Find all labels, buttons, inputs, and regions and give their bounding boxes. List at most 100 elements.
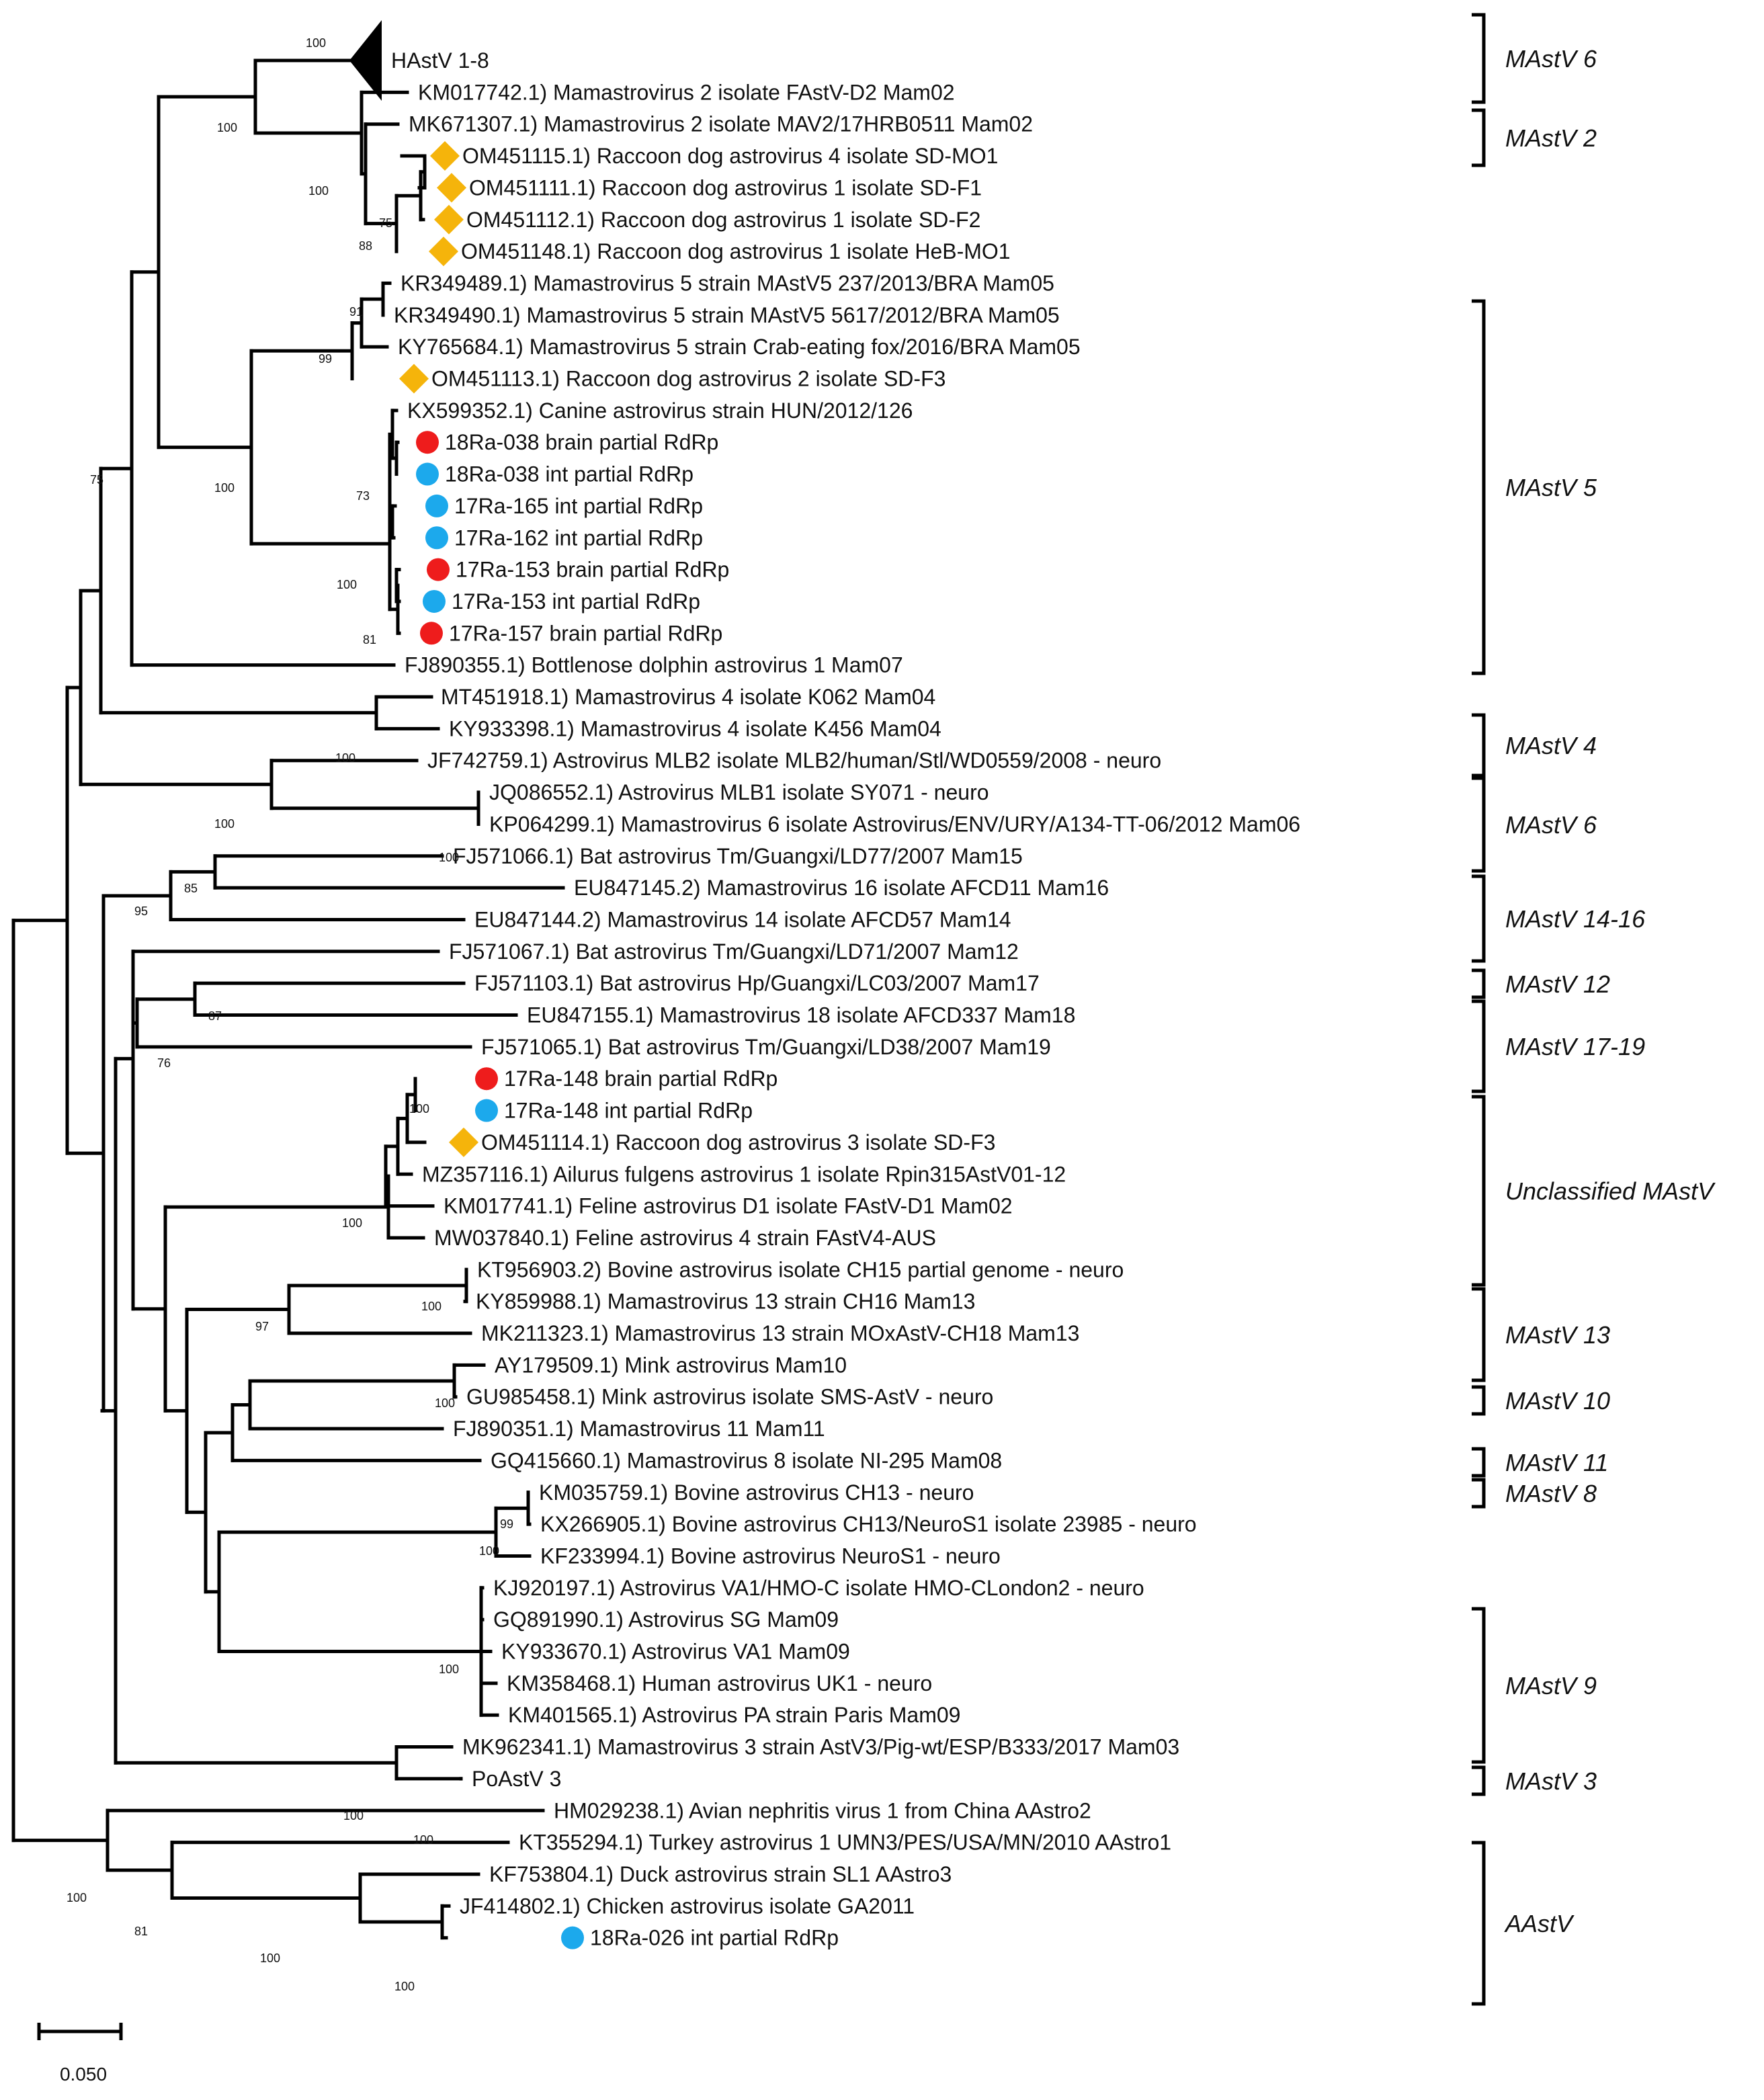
leaf-label: FJ890351.1) Mamastrovirus 11 Mam11 [453, 1417, 825, 1441]
leaf-label: EU847155.1) Mamastrovirus 18 isolate AFC… [527, 1003, 1075, 1027]
bootstrap-value: 100 [439, 851, 459, 864]
intestine-sample-marker [475, 1099, 498, 1122]
leaf-label: KR349490.1) Mamastrovirus 5 strain MAstV… [394, 303, 1060, 327]
leaf-label: 18Ra-026 int partial RdRp [590, 1926, 839, 1950]
clade-bracket: MAstV 5 [1472, 299, 1597, 675]
leaf-label: KF233994.1) Bovine astrovirus NeuroS1 - … [540, 1544, 1001, 1568]
leaf-label: 18Ra-038 int partial RdRp [445, 462, 694, 487]
clade-label: MAstV 12 [1505, 970, 1610, 998]
leaf-label: 18Ra-038 brain partial RdRp [445, 430, 718, 454]
leaf-label: 17Ra-153 int partial RdRp [452, 589, 700, 614]
leaf-label: GU985458.1) Mink astrovirus isolate SMS-… [466, 1385, 993, 1409]
leaf-label: KF753804.1) Duck astrovirus strain SL1 A… [489, 1862, 952, 1886]
bootstrap-value: 100 [308, 184, 329, 198]
bootstrap-value: 100 [260, 1951, 280, 1965]
leaf-label: 17Ra-153 brain partial RdRp [456, 558, 729, 582]
leaf-label: EU847145.2) Mamastrovirus 16 isolate AFC… [574, 876, 1109, 900]
leaf-label: 17Ra-162 int partial RdRp [454, 526, 703, 550]
scale-bar-label: 0.050 [60, 2064, 107, 2085]
leaf-label: OM451114.1) Raccoon dog astrovirus 3 iso… [481, 1130, 995, 1154]
leaf-label: MK671307.1) Mamastrovirus 2 isolate MAV2… [409, 112, 1033, 136]
leaf-label: KM358468.1) Human astrovirus UK1 - neuro [507, 1671, 932, 1695]
bootstrap-value: 100 [394, 1980, 415, 1993]
clade-label: MAstV 2 [1505, 124, 1597, 152]
brain-sample-marker [420, 622, 443, 645]
leaf-label: OM451111.1) Raccoon dog astrovirus 1 iso… [469, 175, 982, 200]
scale-bar-line [37, 2023, 123, 2040]
leaf-label: KY933398.1) Mamastrovirus 4 isolate K456… [449, 716, 941, 741]
leaf-label: MZ357116.1) Ailurus fulgens astrovirus 1… [422, 1162, 1066, 1186]
leaf-label: PoAstV 3 [472, 1767, 561, 1791]
bootstrap-labels: 1001001008875919910073100817510010010085… [67, 36, 513, 1993]
leaf-label: MT451918.1) Mamastrovirus 4 isolate K062… [441, 685, 935, 709]
clade-bracket: MAstV 14-16 [1472, 874, 1646, 963]
bootstrap-value: 100 [335, 751, 355, 765]
bootstrap-value: 91 [349, 305, 363, 319]
clade-bracket: MAstV 8 [1472, 1478, 1597, 1509]
clade-bracket: MAstV 9 [1472, 1607, 1597, 1764]
bootstrap-value: 100 [337, 578, 357, 591]
clade-label: MAstV 6 [1505, 45, 1597, 73]
clade-bracket: MAstV 11 [1472, 1447, 1608, 1478]
clade-bracket: MAstV 10 [1472, 1385, 1610, 1416]
raccoon-dog-reference-marker [430, 141, 460, 171]
clade-bracket: MAstV 3 [1472, 1765, 1597, 1796]
leaf-label: OM451113.1) Raccoon dog astrovirus 2 iso… [431, 367, 946, 391]
leaf-label: KM401565.1) Astrovirus PA strain Paris M… [508, 1703, 960, 1727]
leaf-label: 17Ra-165 int partial RdRp [454, 494, 703, 518]
clade-label: MAstV 3 [1505, 1767, 1597, 1795]
leaf-label: KT355294.1) Turkey astrovirus 1 UMN3/PES… [519, 1831, 1171, 1855]
tree-branches [11, 58, 565, 1940]
bootstrap-value: 81 [134, 1925, 148, 1938]
leaf-label: FJ571065.1) Bat astrovirus Tm/Guangxi/LD… [481, 1035, 1051, 1059]
bootstrap-value: 100 [343, 1809, 364, 1822]
clade-label: MAstV 9 [1505, 1672, 1597, 1699]
bootstrap-value: 73 [356, 489, 370, 503]
clade-brackets: MAstV 6 MAstV 2 MAstV 5 MAstV 4 MAstV 6 MAstV… [1472, 13, 1716, 2006]
bootstrap-value: 100 [67, 1891, 87, 1904]
bootstrap-value: 100 [479, 1544, 499, 1558]
clade-label: MAstV 8 [1505, 1480, 1597, 1507]
intestine-sample-marker [423, 589, 446, 613]
leaf-label: KX266905.1) Bovine astrovirus CH13/Neuro… [540, 1512, 1197, 1536]
clade-bracket: MAstV 6 [1472, 776, 1597, 873]
bootstrap-value: 88 [359, 239, 372, 253]
leaf-label: JF742759.1) Astrovirus MLB2 isolate MLB2… [427, 749, 1161, 773]
clade-bracket: MAstV 13 [1472, 1287, 1610, 1382]
bootstrap-value: 100 [439, 1663, 459, 1676]
leaf-label: KT956903.2) Bovine astrovirus isolate CH… [477, 1257, 1124, 1282]
leaf-label: MW037840.1) Feline astrovirus 4 strain F… [434, 1226, 936, 1250]
scale-bar: 0.050 [37, 2023, 123, 2085]
bootstrap-value: 100 [435, 1396, 455, 1410]
intestine-sample-marker [425, 494, 448, 517]
leaf-label: HM029238.1) Avian nephritis virus 1 from… [554, 1798, 1091, 1822]
bootstrap-value: 100 [413, 1833, 433, 1847]
leaf-label: KR349489.1) Mamastrovirus 5 strain MAstV… [401, 271, 1054, 295]
bootstrap-value: 76 [157, 1056, 171, 1070]
leaf-label: 17Ra-148 int partial RdRp [504, 1099, 753, 1123]
leaf-label: OM451112.1) Raccoon dog astrovirus 1 iso… [466, 208, 980, 232]
leaf-labels: HAstV 1-8 KM017742.1) Mamastrovirus 2 iso… [391, 48, 1300, 1950]
leaf-label: KM017742.1) Mamastrovirus 2 isolate FAst… [418, 80, 955, 104]
bootstrap-value: 100 [214, 817, 235, 831]
clade-label: MAstV 6 [1505, 811, 1597, 839]
leaf-label: EU847144.2) Mamastrovirus 14 isolate AFC… [474, 907, 1011, 931]
clade-bracket: MAstV 4 [1472, 713, 1597, 778]
bootstrap-value: 99 [500, 1517, 513, 1531]
clade-label: MAstV 4 [1505, 732, 1597, 759]
bootstrap-value: 100 [217, 121, 237, 134]
raccoon-dog-reference-marker [434, 204, 464, 235]
brain-sample-marker [427, 558, 450, 581]
leaf-label: KY765684.1) Mamastrovirus 5 strain Crab-… [398, 335, 1081, 359]
clade-bracket: MAstV 6 [1472, 13, 1597, 104]
clade-bracket: Unclassified MAstV [1472, 1095, 1716, 1287]
bootstrap-value: 75 [90, 473, 103, 487]
bootstrap-value: 99 [319, 352, 332, 366]
clade-label: Unclassified MAstV [1505, 1177, 1716, 1205]
bootstrap-value: 97 [255, 1320, 269, 1333]
intestine-sample-marker [561, 1926, 584, 1949]
leaf-label: JF414802.1) Chicken astrovirus isolate G… [460, 1894, 915, 1918]
bootstrap-value: 75 [379, 216, 392, 230]
leaf-label: GQ415660.1) Mamastrovirus 8 isolate NI-2… [491, 1448, 1002, 1472]
clade-label: MAstV 13 [1505, 1321, 1610, 1349]
